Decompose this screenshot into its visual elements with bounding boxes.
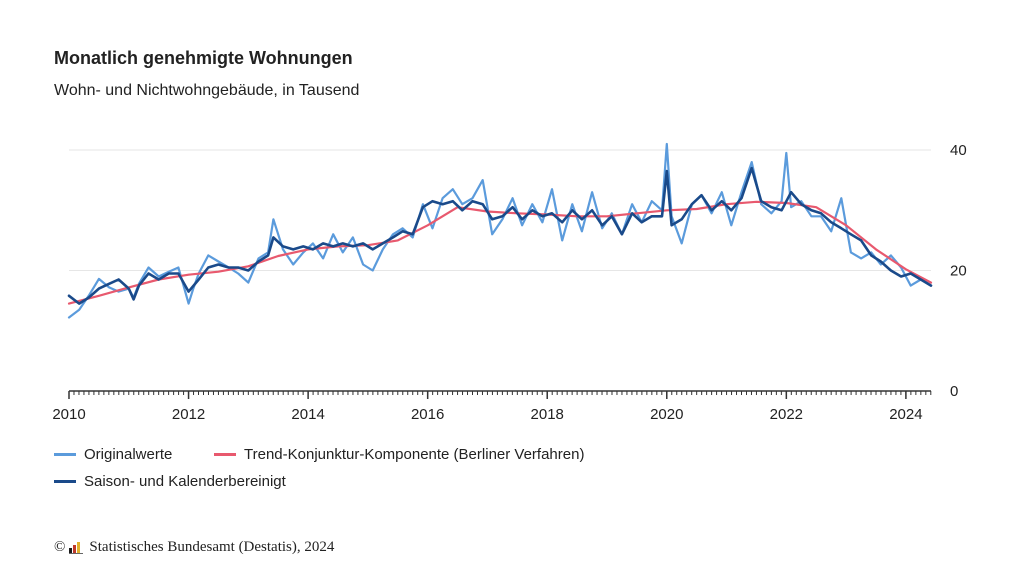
x-tick-label: 2018 <box>531 406 564 423</box>
legend-item-adjusted: Saison- und Kalenderbereinigt <box>54 473 286 490</box>
x-axis: 2010 2012 2014 2016 2018 2020 2022 2024 <box>52 390 932 423</box>
destatis-logo-icon <box>69 541 84 554</box>
legend-swatch-adjusted <box>54 480 76 483</box>
source-footer: © Statistisches Bundesamt (Destatis), 20… <box>54 539 334 556</box>
x-tick-label: 2016 <box>411 406 444 423</box>
x-tick-label: 2012 <box>172 406 205 423</box>
legend-item-original: Originalwerte <box>54 446 172 463</box>
series-line-adjusted <box>67 166 933 305</box>
legend-label-trend: Trend-Konjunktur-Komponente (Berliner Ve… <box>244 446 585 463</box>
chart-subtitle: Wohn- und Nichtwohngebäude, in Tausend <box>54 82 360 99</box>
x-tick-label: 2020 <box>650 406 683 423</box>
legend-item-trend: Trend-Konjunktur-Komponente (Berliner Ve… <box>214 446 584 463</box>
y-tick-label: 40 <box>950 142 967 159</box>
legend-label-original: Originalwerte <box>84 446 173 463</box>
series-lines <box>67 142 933 319</box>
y-tick-label: 20 <box>950 263 967 280</box>
x-tick-label: 2014 <box>291 406 324 423</box>
y-tick-label: 0 <box>950 383 958 400</box>
y-axis: 0 20 40 <box>950 142 967 400</box>
x-tick-label: 2024 <box>889 406 922 423</box>
series-line-trend <box>67 200 933 305</box>
copyright-symbol: © <box>54 539 66 555</box>
source-text: Statistisches Bundesamt (Destatis), 2024 <box>89 539 335 555</box>
legend-label-adjusted: Saison- und Kalenderbereinigt <box>84 473 286 490</box>
legend-swatch-original <box>54 453 76 456</box>
chart-title: Monatlich genehmigte Wohnungen <box>54 48 353 68</box>
grid <box>69 149 931 271</box>
legend-swatch-trend <box>214 453 236 456</box>
x-tick-label: 2022 <box>770 406 803 423</box>
x-tick-label: 2010 <box>52 406 85 423</box>
series-line-original <box>67 142 933 319</box>
